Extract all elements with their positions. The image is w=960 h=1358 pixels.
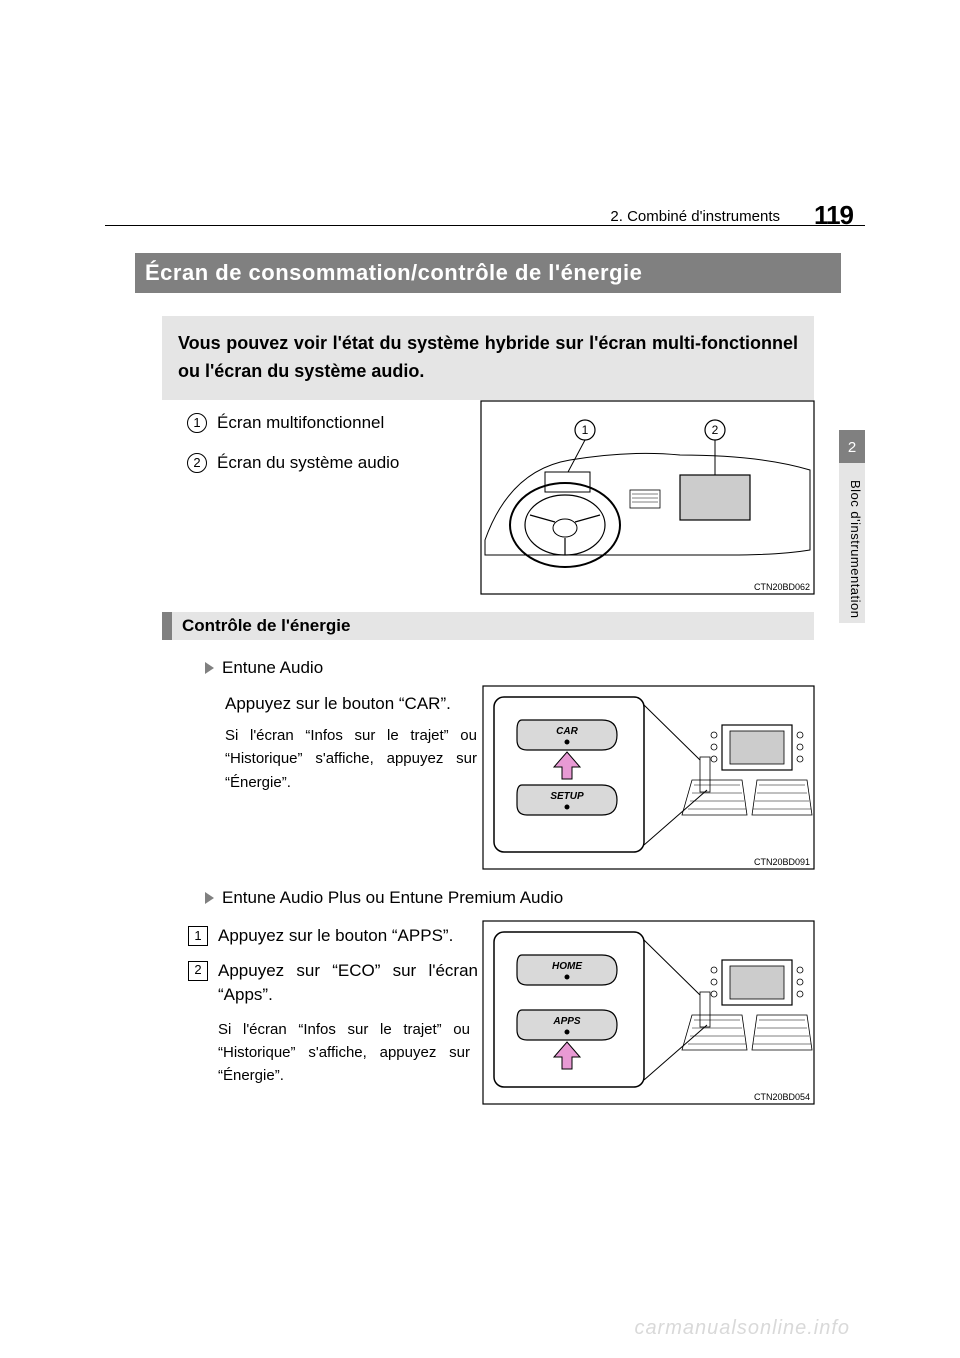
step-sub: Si l'écran “Infos sur le trajet” ou “His… <box>218 1018 470 1088</box>
manual-page: 2. Combiné d'instruments 119 Écran de co… <box>0 0 960 1358</box>
bullet1-text: Entune Audio <box>222 658 323 678</box>
block1-para: Appuyez sur le bouton “CAR”. <box>225 692 470 716</box>
fig1-ref: CTN20BD062 <box>754 582 810 592</box>
callout-list: 1 Écran multifonctionnel 2 Écran du syst… <box>187 406 399 486</box>
section-bar <box>162 612 172 640</box>
step-num-2: 2 <box>188 961 208 981</box>
step-text-2: Appuyez sur “ECO” sur l'écran “Apps”. <box>218 959 478 1008</box>
bullet-entune-plus: Entune Audio Plus ou Entune Premium Audi… <box>205 888 563 908</box>
section-heading-text: Contrôle de l'énergie <box>182 616 350 636</box>
figure-home-apps: HOME APPS <box>482 920 815 1105</box>
triangle-icon <box>205 662 214 674</box>
bullet-entune-audio: Entune Audio <box>205 658 323 678</box>
header-section: 2. Combiné d'instruments <box>610 208 780 225</box>
step-2: 2 Appuyez sur “ECO” sur l'écran “Apps”. <box>188 959 478 1008</box>
side-chapter: 2 <box>848 439 856 456</box>
home-apps-svg: HOME APPS <box>482 920 815 1105</box>
header-divider <box>105 225 865 226</box>
callout-label-1: Écran multifonctionnel <box>217 406 384 440</box>
step-list: 1 Appuyez sur le bouton “APPS”. 2 Appuye… <box>188 924 478 1088</box>
fig1-pointer-1: 1 <box>582 423 589 437</box>
intro-box: Vous pouvez voir l'état du système hybri… <box>162 316 814 400</box>
step-text-1: Appuyez sur le bouton “APPS”. <box>218 924 453 949</box>
figure-dashboard: 1 2 CTN20BD062 <box>480 400 815 595</box>
fig3-btn-home: HOME <box>552 961 582 972</box>
fig2-ref: CTN20BD091 <box>754 857 810 867</box>
callout-num-2: 2 <box>187 453 207 473</box>
side-label: Bloc d'instrumentation <box>848 480 863 619</box>
block1-sub: Si l'écran “Infos sur le trajet” ou “His… <box>225 724 477 794</box>
side-tab: 2 <box>839 430 865 464</box>
fig1-pointer-2: 2 <box>712 423 719 437</box>
figure-car-setup: CAR SETUP <box>482 685 815 870</box>
dashboard-svg: 1 2 CTN20BD062 <box>480 400 815 595</box>
page-title-bar: Écran de consommation/contrôle de l'éner… <box>135 253 841 293</box>
watermark: carmanualsonline.info <box>634 1317 850 1340</box>
fig3-ref: CTN20BD054 <box>754 1092 810 1102</box>
callout-row-2: 2 Écran du système audio <box>187 446 399 480</box>
callout-num-1: 1 <box>187 413 207 433</box>
step-num-1: 1 <box>188 926 208 946</box>
triangle-icon <box>205 892 214 904</box>
fig3-btn-apps: APPS <box>552 1016 581 1027</box>
page-title: Écran de consommation/contrôle de l'éner… <box>145 260 642 286</box>
intro-text: Vous pouvez voir l'état du système hybri… <box>178 333 798 381</box>
section-heading: Contrôle de l'énergie <box>162 612 814 640</box>
step-1: 1 Appuyez sur le bouton “APPS”. <box>188 924 478 949</box>
callout-row-1: 1 Écran multifonctionnel <box>187 406 399 440</box>
bullet2-text: Entune Audio Plus ou Entune Premium Audi… <box>222 888 563 908</box>
fig2-btn-car: CAR <box>556 726 578 737</box>
car-setup-svg: CAR SETUP <box>482 685 815 870</box>
fig2-btn-setup: SETUP <box>550 791 584 802</box>
page-number: 119 <box>814 200 853 231</box>
callout-label-2: Écran du système audio <box>217 446 399 480</box>
